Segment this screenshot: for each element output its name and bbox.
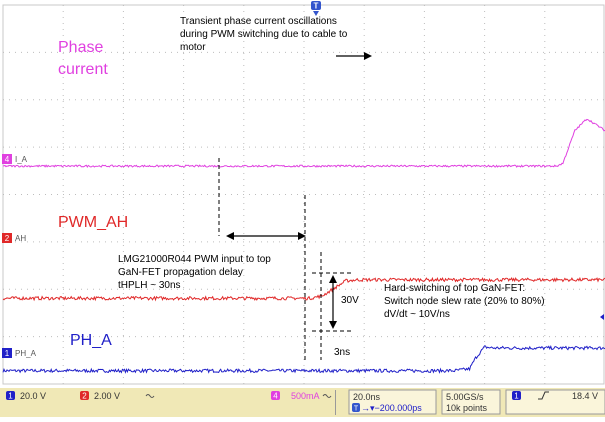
transient-note-line2: during PWM switching due to cable to [180, 29, 348, 40]
v30-label: 30V [341, 295, 359, 306]
ch4-marker-number: 4 [5, 155, 10, 164]
hard-note-line2: Switch node slew rate (20% to 80%) [384, 296, 545, 307]
trigger-box[interactable] [505, 389, 605, 415]
trace-pwm-ah [2, 276, 605, 302]
ch4-scale-badge [271, 391, 280, 400]
ch2-scale-text[interactable]: 2.00 V [94, 391, 120, 401]
phase-current-label-line2: current [58, 61, 108, 78]
timebase-text: 20.0ns [353, 392, 381, 402]
ch1-marker: 1 PH_A [2, 348, 37, 358]
ch1-offscreen-indicator [600, 314, 604, 320]
ch4-bandwidth-icon [322, 394, 332, 398]
status-divider [335, 390, 336, 415]
delay-badge-label: T [354, 406, 359, 413]
bandwidth-limit-icon [145, 394, 155, 398]
trigger-channel-badge [512, 391, 521, 400]
trigger-level-text: 18.4 V [572, 391, 598, 401]
acquisition-box[interactable] [441, 389, 501, 415]
ch1-marker-number: 1 [5, 349, 10, 358]
phase-current-label-line1: Phase [58, 39, 103, 56]
prop-note-line3: tHPLH ~ 30ns [118, 280, 181, 291]
prop-note-line1: LMG21000R044 PWM input to top [118, 254, 271, 265]
graticule [2, 4, 605, 385]
trace-phase-current [3, 118, 605, 168]
t3ns-label: 3ns [334, 347, 350, 358]
trigger-marker: T [311, 1, 321, 16]
ch1-marker-text: PH_A [15, 349, 37, 358]
trigger-channel-number: 1 [514, 392, 519, 401]
ch1-scale-badge [6, 391, 15, 400]
status-bar: 1 20.0 V 2 2.00 V 4 500mA 20.0ns T →▾−20… [0, 388, 605, 417]
transient-note-line1: Transient phase current oscillations [180, 16, 337, 27]
ch4-scale-number: 4 [273, 392, 278, 401]
ch1-scale-text[interactable]: 20.0 V [20, 391, 46, 401]
ch4-marker-text: I_A [15, 155, 28, 164]
ch2-scale-number: 2 [82, 392, 87, 401]
ch1-marker-badge [2, 348, 12, 358]
hard-note-line3: dV/dt ~ 10V/ns [384, 309, 450, 320]
trigger-marker-label: T [314, 2, 319, 11]
ch4-scale-text[interactable]: 500mA [291, 391, 320, 401]
status-bar-background [0, 388, 605, 417]
trace-ph-a [2, 344, 605, 374]
ch4-marker-badge [2, 154, 12, 164]
traces [2, 118, 605, 374]
points-text: 10k points [446, 403, 488, 413]
delay-badge [352, 403, 360, 412]
timebase-box[interactable] [348, 389, 437, 415]
prop-note-line2: GaN-FET propagation delay [118, 267, 243, 278]
rising-edge-icon [538, 391, 549, 400]
ch2-marker-number: 2 [5, 234, 10, 243]
ch1-scale-number: 1 [8, 392, 13, 401]
ph-a-label: PH_A [70, 332, 112, 349]
ch4-marker: 4 I_A [2, 154, 28, 164]
pwm-ah-label: PWM_AH [58, 214, 128, 231]
hard-note-line1: Hard-switching of top GaN-FET: [384, 283, 525, 294]
delay-text: →▾−200.000ps [361, 403, 422, 413]
ch2-marker-badge [2, 233, 12, 243]
ch2-marker-text: AH [15, 234, 26, 243]
transient-note-line3: motor [180, 42, 206, 53]
ch2-scale-badge [80, 391, 89, 400]
sample-rate-text: 5.00GS/s [446, 392, 484, 402]
ch2-marker: 2 AH [2, 233, 26, 243]
